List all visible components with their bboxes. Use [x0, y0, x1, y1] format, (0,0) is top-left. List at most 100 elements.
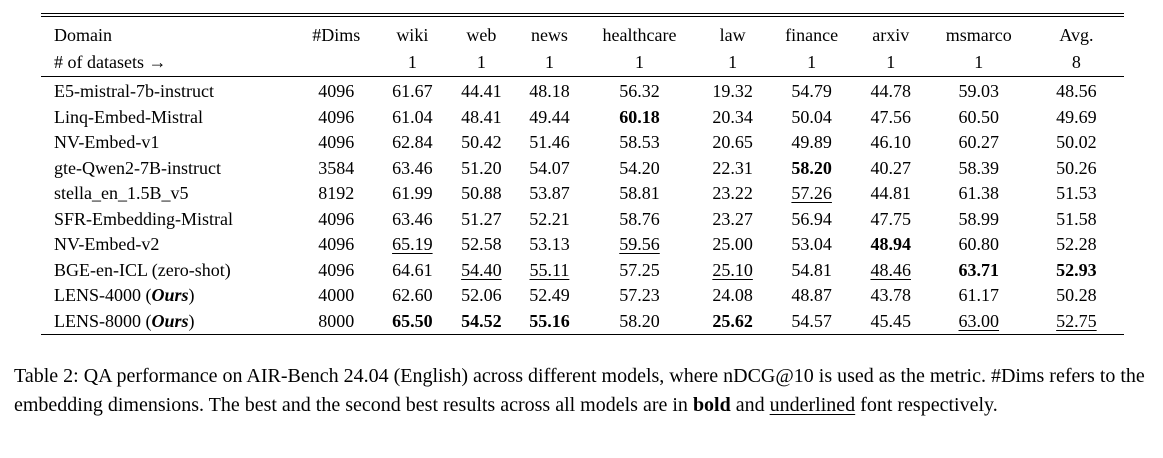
table-row: NV-Embed-v2 4096 65.19 52.58 53.13 59.56 25.00…	[41, 232, 1124, 258]
score-cell-arxiv: 47.56	[870, 106, 911, 127]
datasets-count-wiki: 1	[407, 52, 417, 73]
table-row: LENS-4000 (Ours) 4000 62.60 52.06 52.49 57.23…	[41, 283, 1124, 309]
table-row: BGE-en-ICL (zero-shot) 4096 64.61 54.40 55.1…	[41, 258, 1124, 284]
table-row: stella_en_1.5B_v5 8192 61.99 50.88 53.87 58.8…	[41, 181, 1124, 207]
score-cell-msmarco: 63.00	[958, 310, 1000, 331]
model-name-cell: Linq-Embed-Mistral	[54, 106, 203, 127]
datasets-count-msmarco: 1	[974, 52, 984, 73]
score-cell-web: 52.58	[461, 234, 502, 255]
caption-text: Table 2: QA performance on AIR-Bench 24.…	[14, 365, 1145, 416]
score-cell-arxiv: 43.78	[870, 285, 911, 306]
col-header-domain: Domain	[54, 25, 112, 46]
score-cell-law: 19.32	[712, 81, 753, 102]
score-cell-finance: 56.94	[791, 208, 832, 229]
score-cell-web: 54.52	[461, 310, 502, 331]
col-header-avg: Avg.	[1059, 25, 1094, 46]
score-cell-news: 55.11	[529, 259, 570, 280]
ours-label: Ours	[151, 310, 189, 331]
score-cell-arxiv: 47.75	[870, 208, 911, 229]
score-cell-news: 55.16	[529, 310, 570, 331]
col-header-news: news	[530, 25, 568, 46]
score-cell-wiki: 61.67	[392, 81, 433, 102]
score-cell-news: 53.13	[529, 234, 570, 255]
score-cell-avg: 52.28	[1056, 234, 1097, 255]
caption-text: bold	[692, 393, 731, 416]
model-name-cell: BGE-en-ICL (zero-shot)	[54, 259, 231, 280]
score-cell-healthcare: 58.76	[619, 208, 660, 229]
results-table: Domain #Dims wiki web news healthcare law finan…	[41, 17, 1124, 336]
model-name-text: )	[188, 310, 195, 331]
score-cell-avg: 52.75	[1056, 310, 1097, 331]
score-cell-wiki: 64.61	[392, 259, 433, 280]
score-cell-healthcare: 58.53	[619, 132, 660, 153]
table-row: SFR-Embedding-Mistral 4096 63.46 51.27 52.21…	[41, 207, 1124, 233]
model-name-cell: NV-Embed-v1	[54, 132, 160, 153]
score-cell-msmarco: 60.80	[958, 234, 1000, 255]
score-cell-finance: 58.20	[791, 157, 832, 178]
model-name-cell: gte-Qwen2-7B-instruct	[54, 157, 221, 178]
column-header-row: Domain #Dims wiki web news healthcare law finan…	[41, 17, 1124, 49]
score-cell-arxiv: 44.81	[870, 183, 911, 204]
caption-text: and	[730, 393, 770, 416]
score-cell-wiki: 62.84	[392, 132, 433, 153]
score-cell-finance: 57.26	[791, 183, 832, 204]
dims-cell: 4096	[318, 234, 355, 255]
dims-cell: 4096	[318, 132, 355, 153]
model-name-cell: E5-mistral-7b-instruct	[54, 81, 214, 102]
score-cell-wiki: 61.04	[392, 106, 433, 127]
score-cell-finance: 49.89	[791, 132, 832, 153]
model-name-cell: stella_en_1.5B_v5	[54, 183, 189, 204]
score-cell-healthcare: 56.32	[619, 81, 660, 102]
model-name-cell: NV-Embed-v2	[54, 234, 160, 255]
score-cell-msmarco: 61.38	[958, 183, 1000, 204]
dims-cell: 4096	[318, 81, 355, 102]
score-cell-finance: 54.79	[791, 81, 832, 102]
table-top-rule	[41, 13, 1124, 18]
score-cell-web: 50.42	[461, 132, 502, 153]
score-cell-law: 23.22	[712, 183, 753, 204]
dims-cell: 4096	[318, 208, 355, 229]
caption-text: underlined	[769, 393, 856, 416]
score-cell-wiki: 65.50	[392, 310, 433, 331]
score-cell-arxiv: 40.27	[870, 157, 911, 178]
score-cell-wiki: 62.60	[392, 285, 433, 306]
table-row: E5-mistral-7b-instruct 4096 61.67 44.41 48.1…	[41, 77, 1124, 105]
score-cell-wiki: 63.46	[392, 208, 433, 229]
score-cell-law: 24.08	[712, 285, 753, 306]
ours-label: Ours	[151, 285, 189, 306]
score-cell-law: 25.62	[712, 310, 753, 331]
datasets-count-healthcare: 1	[635, 52, 645, 73]
table-row: gte-Qwen2-7B-instruct 3584 63.46 51.20 54.07…	[41, 156, 1124, 182]
score-cell-msmarco: 58.99	[958, 208, 1000, 229]
datasets-count-web: 1	[476, 52, 486, 73]
score-cell-web: 50.88	[461, 183, 502, 204]
score-cell-news: 53.87	[529, 183, 570, 204]
score-cell-healthcare: 54.20	[619, 157, 660, 178]
score-cell-finance: 54.57	[791, 310, 832, 331]
datasets-count-law: 1	[728, 52, 738, 73]
score-cell-avg: 51.58	[1056, 208, 1097, 229]
score-cell-msmarco: 63.71	[958, 259, 1000, 280]
score-cell-healthcare: 58.81	[619, 183, 660, 204]
dims-cell: 4096	[318, 106, 355, 127]
score-cell-healthcare: 57.25	[619, 259, 660, 280]
score-cell-news: 49.44	[529, 106, 570, 127]
datasets-count-avg: 8	[1071, 52, 1081, 73]
datasets-count-finance: 1	[807, 52, 817, 73]
score-cell-wiki: 61.99	[392, 183, 433, 204]
datasets-count-arxiv: 1	[886, 52, 896, 73]
score-cell-avg: 50.02	[1056, 132, 1097, 153]
score-cell-finance: 50.04	[791, 106, 832, 127]
table-body: E5-mistral-7b-instruct 4096 61.67 44.41 48.1…	[41, 77, 1124, 335]
score-cell-avg: 52.93	[1056, 259, 1097, 280]
score-cell-arxiv: 44.78	[870, 81, 911, 102]
model-name-text: LENS-8000 (	[54, 310, 152, 331]
score-cell-news: 51.46	[529, 132, 570, 153]
dims-cell: 4096	[318, 259, 355, 280]
col-header-law: law	[719, 25, 746, 46]
score-cell-avg: 49.69	[1056, 106, 1097, 127]
score-cell-msmarco: 60.50	[958, 106, 1000, 127]
score-cell-avg: 51.53	[1056, 183, 1097, 204]
col-header-wiki: wiki	[396, 25, 429, 46]
score-cell-arxiv: 48.46	[870, 259, 911, 280]
